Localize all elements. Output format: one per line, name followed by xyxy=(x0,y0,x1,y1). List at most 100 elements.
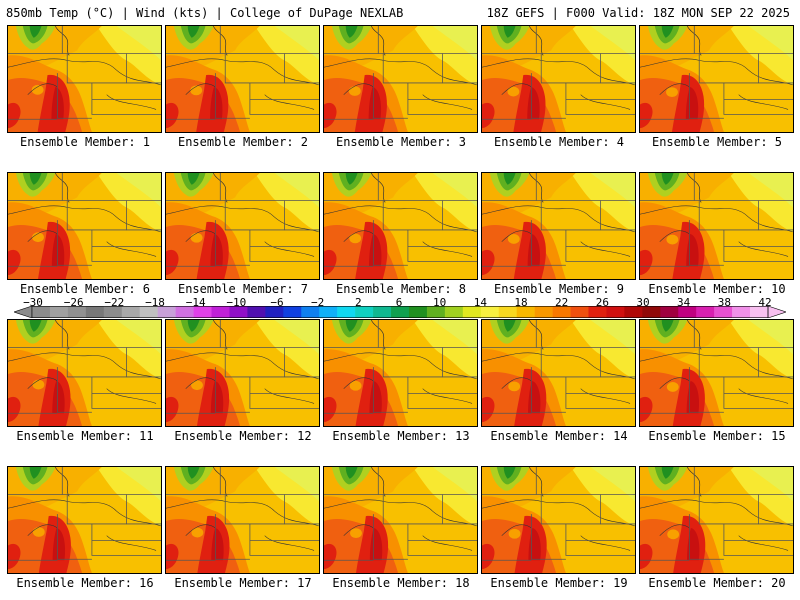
panel-label: Ensemble Member: 14 xyxy=(490,429,628,443)
color-bar-segment xyxy=(516,306,535,318)
color-bar-tick: −14 xyxy=(185,296,206,309)
color-bar-segment xyxy=(678,306,697,318)
panel-label: Ensemble Member: 9 xyxy=(493,282,625,296)
panel-label: Ensemble Member: 19 xyxy=(490,576,628,590)
map-panel xyxy=(165,466,320,574)
map-panel xyxy=(7,172,162,280)
color-bar-segment xyxy=(714,306,733,318)
panel-label: Ensemble Member: 13 xyxy=(332,429,470,443)
color-bar-segment xyxy=(624,306,643,318)
color-bar-segment xyxy=(283,306,302,318)
color-bar-segment xyxy=(337,306,356,318)
color-bar-segment xyxy=(642,306,661,318)
panel-label: Ensemble Member: 7 xyxy=(177,282,309,296)
panel-label: Ensemble Member: 18 xyxy=(332,576,470,590)
map-panel xyxy=(481,319,636,427)
map-panel xyxy=(323,319,478,427)
color-bar-tick: −6 xyxy=(270,296,284,309)
color-bar-tick: −18 xyxy=(145,296,165,309)
panel-label: Ensemble Member: 1 xyxy=(19,135,151,149)
color-bar-segment xyxy=(480,306,500,318)
color-bar-segment xyxy=(534,306,553,318)
panel-label: Ensemble Member: 20 xyxy=(648,576,786,590)
color-bar-segment xyxy=(660,306,679,318)
panel-label: Ensemble Member: 12 xyxy=(174,429,312,443)
color-bar-segment xyxy=(139,306,158,318)
color-bar-segment xyxy=(408,306,428,318)
color-bar-segment xyxy=(355,306,374,318)
color-bar xyxy=(14,306,786,318)
map-panel xyxy=(481,172,636,280)
color-bar-segment xyxy=(498,306,517,318)
map-panel xyxy=(639,319,794,427)
color-bar-segment xyxy=(588,306,607,318)
color-bar-segment xyxy=(175,306,194,318)
panel-label: Ensemble Member: 15 xyxy=(648,429,786,443)
map-panel xyxy=(7,25,162,133)
color-bar-segment xyxy=(229,306,248,318)
panel-label: Ensemble Member: 8 xyxy=(335,282,467,296)
color-bar-tick: −10 xyxy=(226,296,247,309)
panel-label: Ensemble Member: 3 xyxy=(335,135,467,149)
color-bar-segment xyxy=(732,306,751,318)
color-bar-tick: 38 xyxy=(717,296,731,309)
color-bar-segment xyxy=(570,306,589,318)
color-bar-segment xyxy=(444,306,464,318)
title-right: 18Z GEFS | F000 Valid: 18Z MON SEP 22 20… xyxy=(486,6,790,20)
panel-label: Ensemble Member: 6 xyxy=(19,282,151,296)
color-bar-tick: 18 xyxy=(514,296,528,309)
color-bar-tick: 2 xyxy=(355,296,362,309)
color-bar-tick: −30 xyxy=(23,296,43,309)
color-bar-segment xyxy=(696,306,715,318)
map-panel xyxy=(7,466,162,574)
panel-label: Ensemble Member: 2 xyxy=(177,135,309,149)
color-bar-segment xyxy=(49,306,69,318)
color-bar-tick: −26 xyxy=(63,296,84,309)
color-bar-segment xyxy=(426,306,446,318)
map-panel xyxy=(7,319,162,427)
map-panel xyxy=(165,172,320,280)
color-bar-segment xyxy=(552,306,571,318)
panel-label: Ensemble Member: 17 xyxy=(174,576,312,590)
color-bar-segment xyxy=(750,306,769,318)
color-bar-segment xyxy=(301,306,320,318)
color-bar-segment xyxy=(32,306,51,318)
map-panel xyxy=(639,466,794,574)
color-bar-tick: 10 xyxy=(433,296,447,309)
map-panel xyxy=(481,466,636,574)
map-panel xyxy=(323,172,478,280)
color-bar-segment xyxy=(606,306,625,318)
color-bar-segment xyxy=(121,306,141,318)
color-bar-tick: 30 xyxy=(636,296,650,309)
color-bar-segment xyxy=(103,306,123,318)
color-bar-segment xyxy=(193,306,212,318)
panel-label: Ensemble Member: 10 xyxy=(648,282,786,296)
color-bar-segment xyxy=(462,306,482,318)
color-bar-tick: −2 xyxy=(311,296,325,309)
color-bar-segment xyxy=(85,306,105,318)
map-panel xyxy=(639,25,794,133)
color-bar-segment xyxy=(67,306,87,318)
map-panel xyxy=(165,319,320,427)
color-bar-tick: 14 xyxy=(473,296,487,309)
color-bar-tick: 26 xyxy=(595,296,609,309)
color-bar-tick: 6 xyxy=(395,296,403,309)
panel-label: Ensemble Member: 16 xyxy=(16,576,154,590)
map-panel xyxy=(323,25,478,133)
panel-label: Ensemble Member: 5 xyxy=(651,135,783,149)
map-panel xyxy=(323,466,478,574)
panel-label: Ensemble Member: 11 xyxy=(16,429,154,443)
color-bar-segment xyxy=(373,306,392,318)
color-bar-segment xyxy=(247,306,266,318)
color-bar-segment xyxy=(211,306,230,318)
color-bar-tick: 22 xyxy=(555,296,569,309)
color-bar-segment xyxy=(319,306,338,318)
color-bar-tick: 34 xyxy=(677,296,691,309)
color-bar-segment xyxy=(265,306,284,318)
map-panel xyxy=(165,25,320,133)
color-bar-tick: 42 xyxy=(758,296,772,309)
map-panel xyxy=(481,25,636,133)
color-bar-segment xyxy=(157,306,176,318)
title-left: 850mb Temp (°C) | Wind (kts) | College o… xyxy=(6,6,404,20)
color-bar-segment xyxy=(391,306,410,318)
